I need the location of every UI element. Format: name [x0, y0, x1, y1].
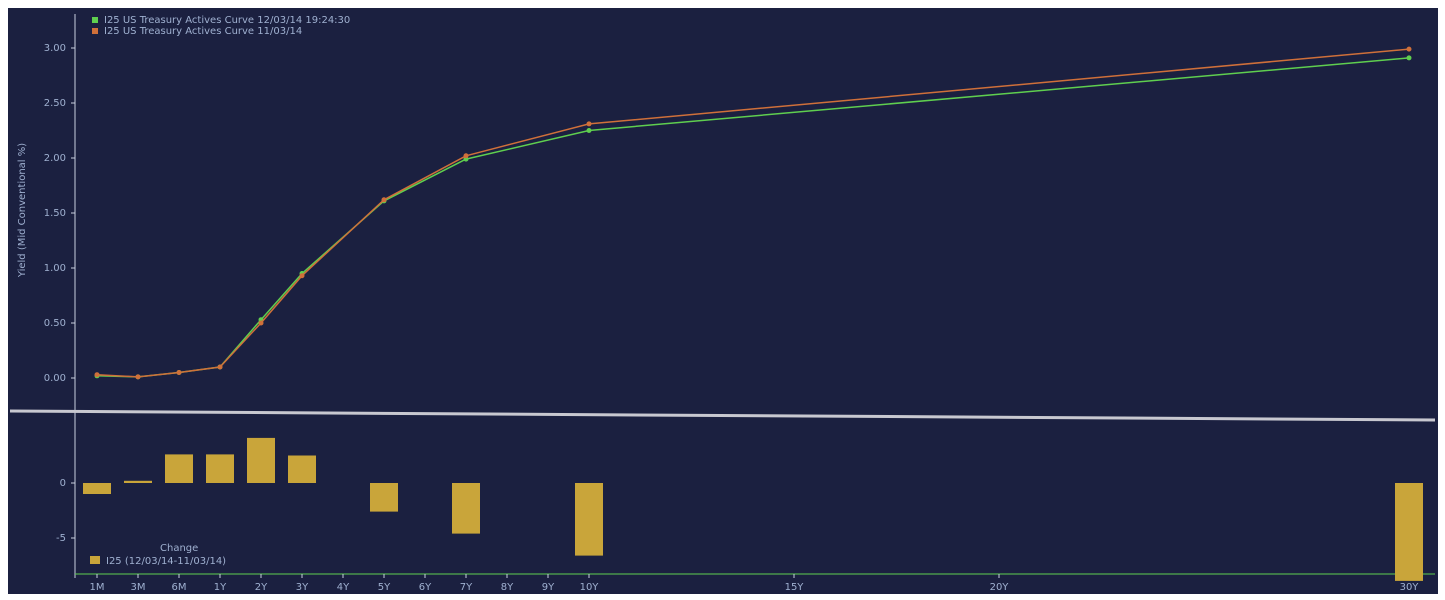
x-tick-label: 1Y	[214, 582, 227, 593]
point	[1406, 46, 1412, 52]
x-tick-label: 1M	[90, 582, 105, 593]
bar	[288, 455, 316, 483]
x-tick-label: 6M	[172, 582, 187, 593]
bar	[165, 454, 193, 483]
x-tick-label: 15Y	[785, 582, 805, 593]
y-tick-label: 3.00	[44, 43, 66, 54]
bar	[452, 483, 480, 534]
point	[1406, 55, 1412, 61]
point	[258, 320, 264, 326]
x-tick-label: 30Y	[1400, 582, 1420, 593]
point	[217, 364, 223, 370]
point	[135, 374, 141, 380]
bar	[370, 483, 398, 512]
x-tick-label: 4Y	[337, 582, 350, 593]
x-tick-label: 3Y	[296, 582, 309, 593]
chart-background	[8, 8, 1438, 594]
y-tick-label: 1.00	[44, 263, 66, 274]
legend-swatch	[90, 556, 100, 564]
legend-label: I25 US Treasury Actives Curve 11/03/14	[104, 26, 302, 37]
bar	[575, 483, 603, 556]
y-tick-label: 1.50	[44, 208, 66, 219]
bar	[83, 483, 111, 494]
point	[586, 128, 592, 133]
y-tick-label: 0.00	[44, 373, 66, 384]
y-axis-label: Yield (Mid Conventional %)	[17, 143, 28, 278]
y-tick-label: -5	[56, 533, 66, 544]
bar	[124, 480, 152, 483]
x-tick-label: 8Y	[501, 582, 514, 593]
legend-label: I25 (12/03/14-11/03/14)	[106, 556, 226, 567]
legend-swatch	[92, 17, 98, 23]
panel-separator	[9, 409, 1436, 422]
point	[299, 273, 305, 279]
x-tick-label: 3M	[131, 582, 146, 593]
point	[94, 372, 100, 378]
y-tick-label: 2.50	[44, 98, 66, 109]
series-line	[96, 48, 1410, 378]
bar	[1395, 483, 1423, 581]
point	[463, 153, 469, 159]
bar	[247, 437, 275, 483]
point	[176, 370, 182, 375]
y-tick-label: 0.50	[44, 318, 66, 329]
y-tick-label: 0	[60, 478, 66, 489]
x-tick-label: 2Y	[255, 582, 268, 593]
x-tick-label: 20Y	[990, 582, 1010, 593]
legend-swatch	[92, 28, 98, 34]
y-tick-label: 2.00	[44, 153, 66, 164]
x-tick-label: 7Y	[460, 582, 473, 593]
x-tick-label: 5Y	[378, 582, 391, 593]
point	[381, 197, 387, 203]
x-tick-label: 6Y	[419, 582, 432, 593]
x-tick-label: 10Y	[580, 582, 600, 593]
legend-label: I25 US Treasury Actives Curve 12/03/14 1…	[104, 15, 350, 26]
point	[586, 121, 592, 127]
bar	[206, 454, 234, 483]
x-tick-label: 9Y	[542, 582, 555, 593]
legend-title: Change	[160, 543, 198, 554]
